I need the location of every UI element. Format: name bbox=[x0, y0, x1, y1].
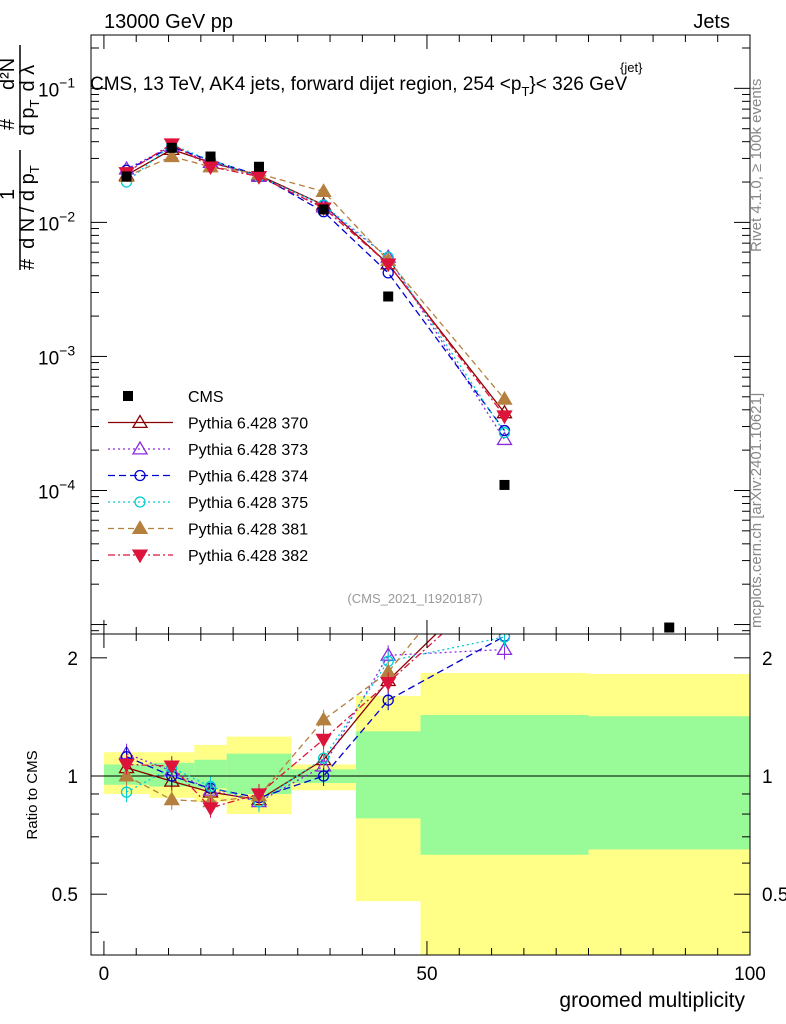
legend-label: Pythia 6.428 373 bbox=[188, 442, 308, 459]
ratio-frame bbox=[90, 633, 751, 956]
x-tick-label: 100 bbox=[734, 964, 766, 985]
ratio-1-point bbox=[496, 641, 513, 656]
ratio-y-tick-label-right: 1 bbox=[762, 767, 773, 788]
x-tick-label: 50 bbox=[416, 964, 437, 985]
legend-label-cms: CMS bbox=[188, 389, 224, 406]
x-ticks: 0 50 100 bbox=[99, 35, 766, 985]
series-5-point bbox=[496, 410, 513, 425]
legend-marker bbox=[131, 414, 149, 429]
cms-data-point bbox=[205, 151, 216, 162]
ratio-2-point bbox=[382, 694, 394, 706]
legend-label: Pythia 6.428 370 bbox=[188, 416, 308, 433]
cms-data-point bbox=[318, 204, 329, 215]
y-label-frac: d N / d p bbox=[17, 173, 39, 249]
band-inner-5 bbox=[355, 731, 421, 819]
series-4-point bbox=[163, 148, 180, 163]
legend-label: Pythia 6.428 381 bbox=[188, 522, 308, 539]
y-label-hash-1: # bbox=[17, 258, 39, 270]
ratio-5-point bbox=[118, 758, 135, 773]
ratio-y-label: Ratio to CMS bbox=[24, 750, 41, 839]
ratio-5-point bbox=[380, 677, 397, 691]
ratio-3-point bbox=[204, 780, 217, 793]
y-tick-label: 10−2 bbox=[38, 208, 75, 235]
legend-marker bbox=[134, 496, 146, 508]
ratio-4-point bbox=[118, 767, 135, 782]
y-ticks-ratio: 0.5 0.5 1 1 2 2 bbox=[52, 649, 786, 933]
series-5-point bbox=[380, 258, 397, 273]
legend-label: Pythia 6.428 374 bbox=[188, 469, 308, 486]
legend-entry-2: Pythia 6.428 374 bbox=[108, 469, 308, 486]
y-tick-label: 10−4 bbox=[38, 476, 75, 503]
ratio-4-point bbox=[163, 791, 180, 806]
analysis-label: (CMS_2021_I1920187) bbox=[347, 591, 482, 606]
series-3-point bbox=[498, 427, 511, 439]
plot-title: CMS, 13 TeV, AK4 jets, forward dijet reg… bbox=[90, 74, 627, 99]
side-label-bottom: mcplots.cern.ch [arXiv:2401.10621] bbox=[748, 393, 765, 628]
main-frame bbox=[90, 34, 751, 635]
ratio-5-point bbox=[202, 802, 219, 817]
band-inner-6 bbox=[420, 715, 589, 855]
legend-entry-0: Pythia 6.428 370 bbox=[108, 414, 308, 433]
y-label-text: #d N / d pTd pTd λ bbox=[17, 65, 42, 270]
y-label-numerator: 1 bbox=[0, 189, 19, 200]
header-right: Jets bbox=[693, 11, 730, 33]
legend-entry-3: Pythia 6.428 375 bbox=[108, 495, 308, 512]
cms-data-point bbox=[499, 479, 510, 490]
ratio-panel: 0.5 0.5 1 1 2 2 bbox=[52, 633, 786, 956]
ratio-2-point bbox=[317, 770, 330, 782]
cms-data-point bbox=[383, 291, 394, 302]
ratio-5-point bbox=[315, 733, 332, 748]
series-5-point bbox=[202, 161, 219, 176]
legend-marker bbox=[131, 549, 149, 564]
main-panel: 10−1 10−2 10−3 10−4 bbox=[38, 34, 751, 635]
legend-marker bbox=[131, 520, 149, 535]
ratio-3-point bbox=[498, 634, 511, 643]
legend-entry-cms: CMS bbox=[123, 389, 224, 406]
x-axis-label: groomed multiplicity bbox=[559, 989, 745, 1012]
y-tick-label: 10−3 bbox=[38, 342, 75, 369]
side-label-top: Rivet 4.1.0, ≥ 100k events bbox=[748, 79, 765, 252]
plot-title-superscript: {jet} bbox=[620, 60, 643, 75]
ratio-y-tick-label-right: 0.5 bbox=[762, 885, 786, 906]
ratio-y-tick-label: 0.5 bbox=[52, 885, 78, 906]
y-ticks-main: 10−1 10−2 10−3 10−4 bbox=[38, 47, 750, 632]
legend-entry-5: Pythia 6.428 382 bbox=[108, 548, 308, 565]
legend: CMS Pythia 6.428 370 Pythia 6.428 373 Pythi… bbox=[108, 389, 308, 565]
legend-marker bbox=[134, 469, 146, 482]
ratio-series bbox=[118, 634, 513, 818]
legend-marker-cms bbox=[123, 391, 133, 401]
cms-data-point bbox=[121, 171, 132, 182]
ratio-bands bbox=[103, 672, 750, 955]
legend-label: Pythia 6.428 375 bbox=[188, 495, 308, 512]
ratio-5-point bbox=[163, 760, 180, 775]
ratio-y-tick-label-right: 2 bbox=[762, 649, 773, 670]
y-axis-label: #d N / d pTd pTd λ 1 # d²N bbox=[0, 45, 42, 270]
cms-data-point bbox=[166, 142, 177, 153]
series-4-point bbox=[496, 390, 513, 405]
band-inner-7 bbox=[588, 716, 750, 850]
cms-data-point bbox=[664, 622, 675, 633]
legend-entry-1: Pythia 6.428 373 bbox=[108, 440, 308, 459]
cms-data-point bbox=[253, 161, 264, 172]
ratio-3-point bbox=[120, 786, 133, 798]
header-left: 13000 GeV pp bbox=[104, 11, 233, 33]
series-4-point bbox=[315, 183, 332, 198]
x-tick-label: 0 bbox=[99, 964, 110, 985]
ratio-3-point bbox=[317, 752, 330, 764]
legend-label: Pythia 6.428 382 bbox=[188, 548, 308, 565]
y-tick-label: 10−1 bbox=[38, 74, 75, 101]
legend-entry-4: Pythia 6.428 381 bbox=[108, 520, 308, 539]
ratio-y-tick-label: 2 bbox=[67, 649, 78, 670]
legend-marker bbox=[131, 440, 149, 455]
ratio-5-point bbox=[250, 788, 268, 803]
ratio-4-point bbox=[315, 711, 332, 726]
ratio-y-tick-label: 1 bbox=[67, 767, 78, 788]
y-label-numerator-2: # bbox=[0, 118, 19, 130]
y-label-numerator-3: d²N bbox=[0, 58, 19, 90]
series-1-point bbox=[496, 431, 513, 446]
